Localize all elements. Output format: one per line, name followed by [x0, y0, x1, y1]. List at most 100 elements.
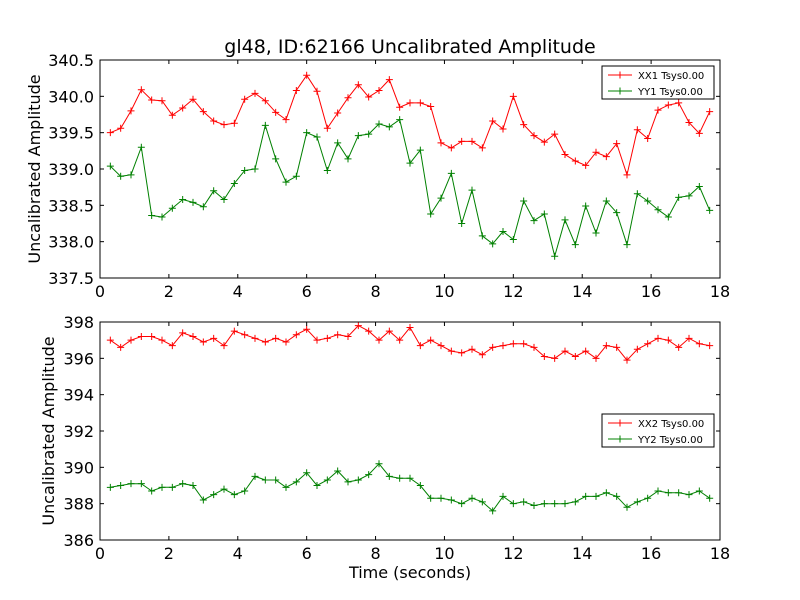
data-point: [334, 139, 342, 147]
data-point: [127, 480, 135, 488]
data-point: [664, 489, 672, 497]
data-point: [685, 491, 693, 499]
x-tick-label: 18: [710, 282, 730, 301]
x-tick-label: 10: [434, 544, 454, 563]
data-point: [282, 338, 290, 346]
x-tick-label: 2: [164, 282, 174, 301]
data-point: [117, 124, 125, 132]
data-point: [561, 347, 569, 355]
data-point: [551, 130, 559, 138]
data-point: [323, 476, 331, 484]
data-point: [416, 99, 424, 107]
data-point: [458, 349, 466, 357]
data-point: [396, 474, 404, 482]
data-point: [478, 232, 486, 240]
data-point: [406, 99, 414, 107]
y-tick-label: 386: [63, 531, 94, 550]
y-tick-label: 337.5: [48, 269, 94, 288]
y-tick-label: 396: [63, 349, 94, 368]
x-tick-label: 16: [641, 544, 661, 563]
data-point: [489, 240, 497, 248]
data-point: [437, 342, 445, 350]
data-point: [592, 354, 600, 362]
data-point: [313, 87, 321, 95]
data-point: [654, 487, 662, 495]
data-point: [334, 467, 342, 475]
data-point: [168, 204, 176, 212]
data-point: [664, 101, 672, 109]
legend-marker: [616, 71, 624, 79]
data-point: [137, 143, 145, 151]
data-point: [148, 333, 156, 341]
data-point: [210, 334, 218, 342]
data-point: [179, 329, 187, 337]
data-point: [437, 494, 445, 502]
data-point: [168, 342, 176, 350]
data-point: [375, 120, 383, 128]
legend-marker: [616, 87, 624, 95]
data-point: [675, 193, 683, 201]
data-point: [530, 132, 538, 140]
data-point: [210, 491, 218, 499]
data-point: [168, 111, 176, 119]
data-point: [261, 338, 269, 346]
series-green: [106, 116, 714, 260]
data-point: [179, 104, 187, 112]
data-point: [396, 116, 404, 124]
x-tick-label: 12: [503, 544, 523, 563]
x-tick-label: 4: [233, 282, 243, 301]
data-point: [189, 482, 197, 489]
data-point: [592, 492, 600, 500]
data-point: [313, 336, 321, 344]
x-tick-label: 2: [164, 544, 174, 563]
data-point: [613, 209, 621, 217]
data-point: [137, 480, 145, 488]
data-point: [406, 474, 414, 482]
legend: XX1 Tsys0.00 YY1 Tsys0.00: [601, 65, 715, 100]
data-point: [551, 252, 559, 260]
data-point: [241, 487, 249, 495]
bottom-subplot: 0 2 4 6 8 10 12 14 16 18 386 388 390 392 394 396 398 Unca…: [39, 313, 730, 563]
data-point: [344, 333, 352, 341]
data-point: [437, 139, 445, 147]
data-point: [706, 342, 714, 350]
data-point: [613, 140, 621, 148]
series-red: [106, 322, 714, 364]
data-point: [220, 196, 228, 204]
data-point: [148, 96, 156, 104]
data-point: [365, 130, 373, 138]
data-point: [540, 138, 548, 146]
data-point: [695, 340, 703, 348]
data-point: [230, 491, 238, 499]
x-tick-label: 12: [503, 282, 523, 301]
data-point: [282, 483, 290, 491]
data-point: [292, 172, 300, 180]
y-tick-label: 392: [63, 422, 94, 441]
data-point: [582, 202, 590, 210]
data-point: [344, 478, 352, 486]
data-point: [551, 500, 559, 508]
data-point: [509, 92, 517, 100]
data-point: [127, 336, 135, 344]
y-tick-label: 390: [63, 458, 94, 477]
data-point: [230, 119, 238, 127]
data-point: [489, 507, 497, 515]
data-point: [106, 483, 114, 491]
data-point: [602, 153, 610, 161]
data-point: [210, 117, 218, 125]
data-point: [251, 334, 259, 342]
data-point: [561, 150, 569, 158]
data-point: [664, 336, 672, 344]
data-point: [654, 334, 662, 342]
data-point: [675, 489, 683, 497]
data-point: [272, 155, 280, 163]
data-point: [427, 336, 435, 344]
data-point: [303, 71, 311, 79]
data-point: [282, 116, 290, 124]
data-point: [323, 124, 331, 132]
data-point: [375, 87, 383, 95]
data-point: [633, 126, 641, 134]
data-point: [127, 171, 135, 179]
data-point: [272, 476, 280, 484]
